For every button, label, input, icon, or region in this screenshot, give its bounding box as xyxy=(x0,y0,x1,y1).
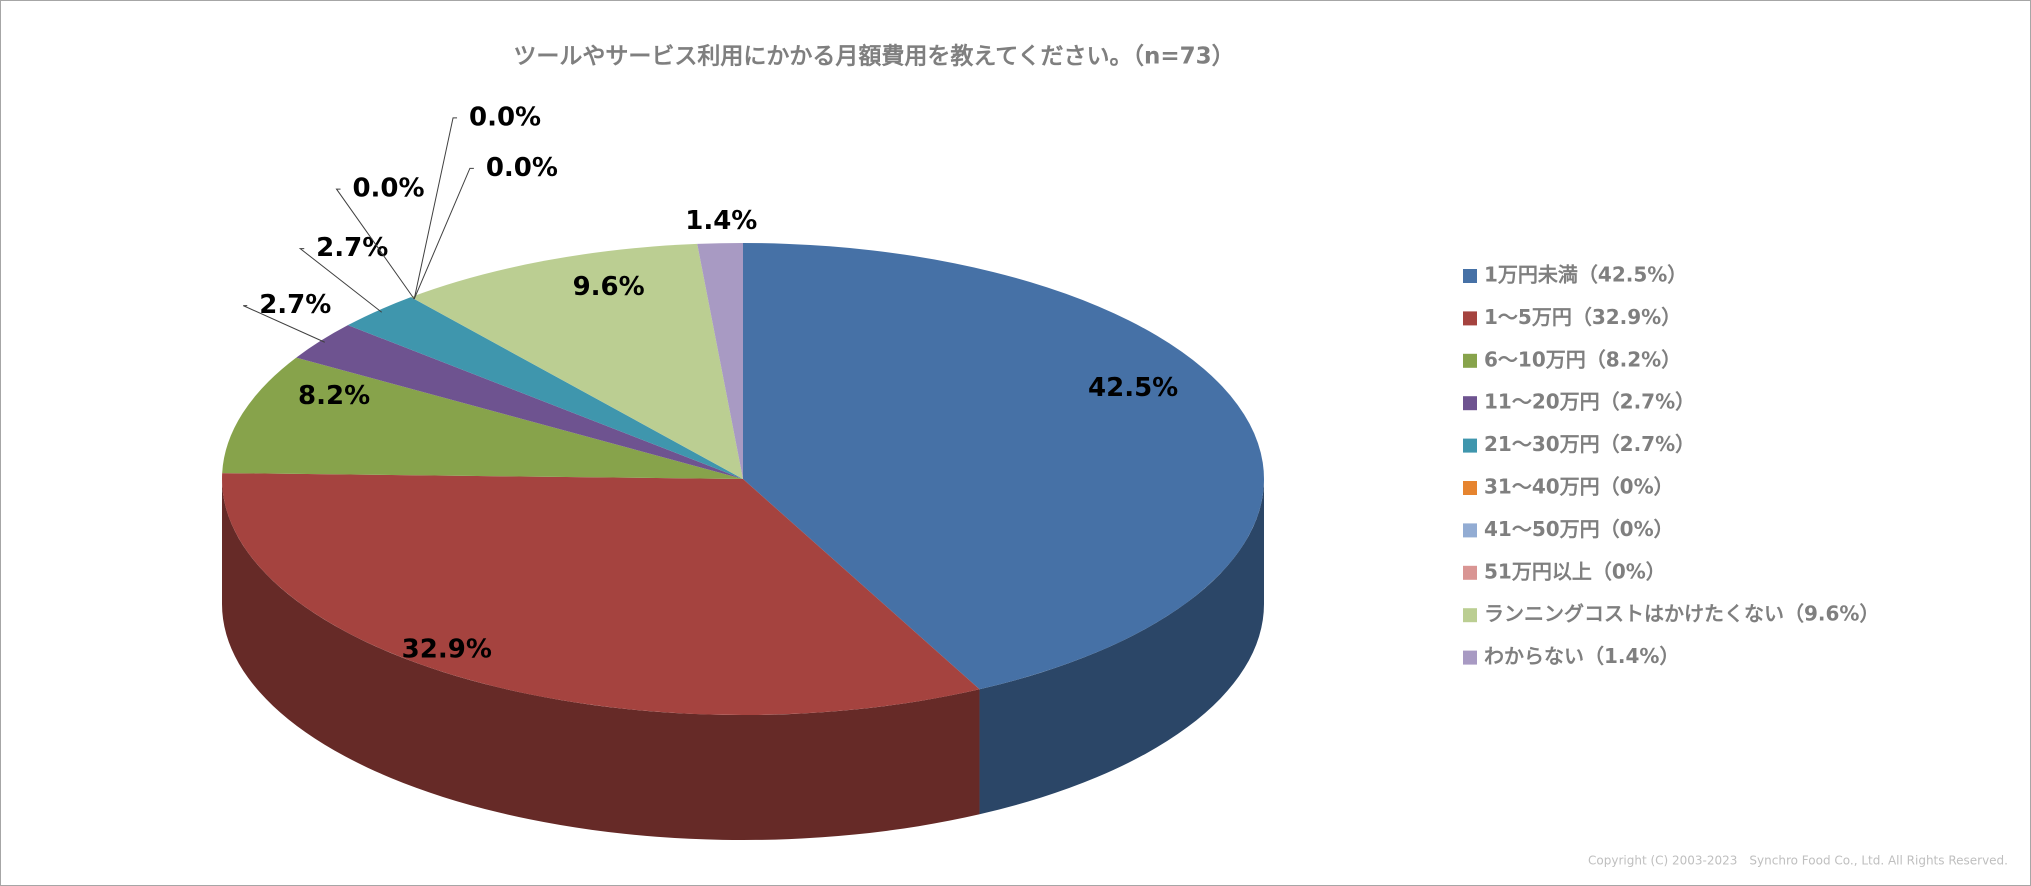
legend-swatch xyxy=(1463,565,1477,580)
pie-slice xyxy=(296,325,743,479)
data-label: 0.0% xyxy=(469,102,541,132)
pie-slice xyxy=(410,243,743,479)
legend-label: 6～10万円（8.2%） xyxy=(1484,347,1681,371)
legend-swatch xyxy=(1463,269,1477,283)
data-label: 2.7% xyxy=(316,233,388,263)
data-label: 9.6% xyxy=(573,272,645,302)
pie-slice xyxy=(697,243,743,479)
legend-swatch xyxy=(1463,481,1477,495)
pie-slice xyxy=(221,473,980,715)
legend-label: 51万円以上（0%） xyxy=(1484,559,1666,583)
copyright: Copyright (C) 2003-2023 Synchro Food Co.… xyxy=(1588,854,2008,868)
legend-label: 21～30万円（2.7%） xyxy=(1484,432,1695,456)
legend-label: 11～20万円（2.7%） xyxy=(1484,390,1695,414)
legend-swatch xyxy=(1463,396,1477,411)
data-label: 2.7% xyxy=(259,290,331,320)
legend-swatch xyxy=(1463,438,1477,453)
data-label: 0.0% xyxy=(486,153,558,183)
data-label: 8.2% xyxy=(298,381,370,411)
legend-swatch xyxy=(1463,650,1477,665)
data-label: 1.4% xyxy=(685,206,757,236)
leader-line xyxy=(413,117,458,300)
legend-swatch xyxy=(1463,523,1477,538)
legend-swatch xyxy=(1463,311,1477,326)
legend-label: 41～50万円（0%） xyxy=(1484,517,1674,541)
legend-label: 31～40万円（0%） xyxy=(1484,475,1674,499)
pie-side xyxy=(979,479,1264,815)
legend-swatch xyxy=(1463,608,1477,623)
legend-label: 1～5万円（32.9%） xyxy=(1484,305,1681,329)
legend-label: 1万円未満（42.5%） xyxy=(1484,263,1687,287)
pie-slice xyxy=(222,357,743,479)
data-label: 32.9% xyxy=(402,635,492,665)
pie-side xyxy=(222,479,980,840)
legend-label: わからない（1.4%） xyxy=(1484,644,1679,668)
legend-swatch xyxy=(1463,353,1477,368)
chart-title: ツールやサービス利用にかかる月額費用を教えてください。（n=73） xyxy=(513,43,1234,70)
leader-line xyxy=(243,305,325,343)
leader-line xyxy=(413,167,474,300)
pie-slice xyxy=(743,243,1264,690)
pie-slice xyxy=(347,297,743,479)
leader-line xyxy=(335,188,415,300)
data-label: 0.0% xyxy=(352,174,424,204)
legend-label: ランニングコストはかけたくない（9.6%） xyxy=(1484,602,1879,626)
leader-line xyxy=(298,248,383,313)
data-label: 42.5% xyxy=(1088,373,1178,403)
